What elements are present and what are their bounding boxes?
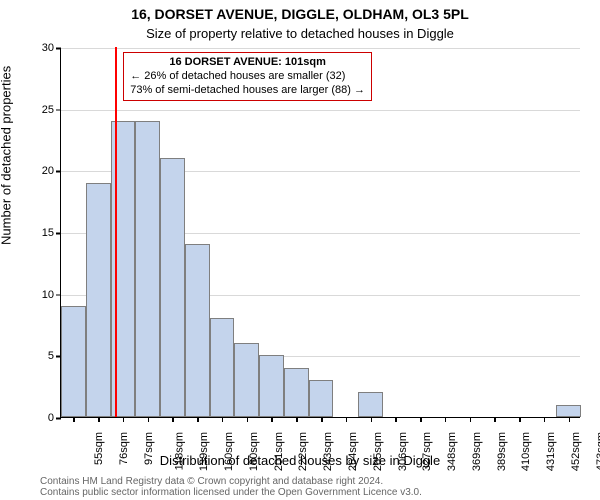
bar — [556, 405, 581, 417]
y-axis-label: Number of detached properties — [0, 66, 14, 245]
chart-subtitle: Size of property relative to detached ho… — [0, 26, 600, 41]
footer-line: Contains public sector information licen… — [40, 487, 422, 498]
bar — [234, 343, 259, 417]
bar — [185, 244, 210, 417]
chart-title: 16, DORSET AVENUE, DIGGLE, OLDHAM, OL3 5… — [0, 6, 600, 22]
plot-area: 16 DORSET AVENUE: 101sqm← 26% of detache… — [60, 48, 580, 418]
bar — [259, 355, 284, 417]
x-tick-mark — [222, 417, 224, 422]
bar — [61, 306, 86, 417]
x-tick-label: 348sqm — [446, 432, 458, 471]
x-tick-mark — [445, 417, 447, 422]
y-tick-mark — [56, 171, 61, 173]
bar — [309, 380, 334, 417]
x-tick-label: 97sqm — [143, 432, 155, 465]
x-tick-mark — [123, 417, 125, 422]
x-tick-mark — [569, 417, 571, 422]
x-tick-mark — [470, 417, 472, 422]
bar — [210, 318, 235, 417]
x-tick-label: 264sqm — [347, 432, 359, 471]
x-tick-mark — [494, 417, 496, 422]
y-tick-mark — [56, 48, 61, 50]
x-tick-label: 76sqm — [118, 432, 130, 465]
x-tick-label: 118sqm — [173, 432, 185, 470]
y-tick-label: 30 — [24, 42, 54, 54]
x-tick-mark — [271, 417, 273, 422]
y-tick-label: 0 — [24, 412, 54, 424]
y-tick-mark — [56, 294, 61, 296]
bar — [358, 392, 383, 417]
x-tick-label: 452sqm — [570, 432, 582, 471]
gridline — [61, 110, 580, 111]
y-tick-mark — [56, 418, 61, 420]
info-box-line: ← 26% of detached houses are smaller (32… — [130, 70, 365, 84]
x-tick-mark — [346, 417, 348, 422]
x-tick-mark — [172, 417, 174, 422]
info-box: 16 DORSET AVENUE: 101sqm← 26% of detache… — [123, 52, 372, 101]
x-tick-label: 327sqm — [421, 432, 433, 471]
bar — [135, 121, 160, 417]
footer-attribution: Contains HM Land Registry data © Crown c… — [40, 476, 422, 498]
x-tick-label: 55sqm — [93, 432, 105, 465]
bar — [86, 183, 111, 417]
y-tick-mark — [56, 233, 61, 235]
x-tick-mark — [544, 417, 546, 422]
y-tick-mark — [56, 109, 61, 111]
y-tick-label: 25 — [24, 104, 54, 116]
x-tick-label: 389sqm — [496, 432, 508, 471]
footer-line: Contains HM Land Registry data © Crown c… — [40, 476, 422, 487]
x-tick-mark — [395, 417, 397, 422]
x-tick-mark — [296, 417, 298, 422]
x-tick-mark — [148, 417, 150, 422]
x-tick-mark — [98, 417, 100, 422]
x-tick-label: 473sqm — [595, 432, 600, 471]
x-tick-label: 431sqm — [545, 432, 557, 471]
info-box-line: 16 DORSET AVENUE: 101sqm — [130, 56, 365, 70]
x-tick-label: 222sqm — [298, 432, 310, 471]
y-tick-label: 5 — [24, 350, 54, 362]
x-tick-mark — [247, 417, 249, 422]
bar — [284, 368, 309, 417]
x-tick-label: 180sqm — [248, 432, 260, 471]
y-tick-label: 15 — [24, 227, 54, 239]
bar — [111, 121, 136, 417]
y-tick-label: 10 — [24, 289, 54, 301]
x-tick-label: 306sqm — [397, 432, 409, 471]
marker-line — [115, 47, 117, 417]
x-tick-label: 410sqm — [520, 432, 532, 471]
x-tick-label: 160sqm — [223, 432, 235, 471]
x-tick-mark — [519, 417, 521, 422]
x-tick-label: 369sqm — [471, 432, 483, 471]
gridline — [61, 48, 580, 49]
x-tick-label: 139sqm — [199, 432, 211, 471]
info-box-line: 73% of semi-detached houses are larger (… — [130, 84, 365, 98]
x-tick-mark — [420, 417, 422, 422]
x-tick-mark — [321, 417, 323, 422]
y-tick-label: 20 — [24, 165, 54, 177]
x-tick-label: 285sqm — [372, 432, 384, 471]
x-tick-label: 201sqm — [273, 432, 285, 471]
bar — [160, 158, 185, 417]
x-tick-mark — [197, 417, 199, 422]
x-tick-mark — [73, 417, 75, 422]
x-tick-mark — [371, 417, 373, 422]
x-tick-label: 243sqm — [322, 432, 334, 471]
